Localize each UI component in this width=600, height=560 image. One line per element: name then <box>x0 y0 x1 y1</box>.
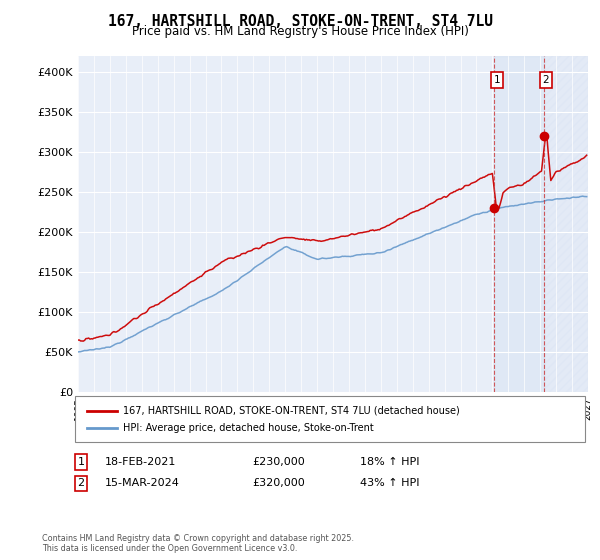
Bar <box>544 56 588 392</box>
Text: 18% ↑ HPI: 18% ↑ HPI <box>360 457 419 467</box>
Text: £320,000: £320,000 <box>252 478 305 488</box>
Text: 1: 1 <box>77 457 85 467</box>
Text: 2: 2 <box>542 75 549 85</box>
Text: Price paid vs. HM Land Registry's House Price Index (HPI): Price paid vs. HM Land Registry's House … <box>131 25 469 38</box>
Text: 1: 1 <box>493 75 500 85</box>
Text: HPI: Average price, detached house, Stoke-on-Trent: HPI: Average price, detached house, Stok… <box>123 423 374 433</box>
Text: 2: 2 <box>77 478 85 488</box>
Text: 18-FEB-2021: 18-FEB-2021 <box>105 457 176 467</box>
Bar <box>494 56 544 392</box>
Text: Contains HM Land Registry data © Crown copyright and database right 2025.
This d: Contains HM Land Registry data © Crown c… <box>42 534 354 553</box>
Text: £230,000: £230,000 <box>252 457 305 467</box>
Text: 43% ↑ HPI: 43% ↑ HPI <box>360 478 419 488</box>
Text: 15-MAR-2024: 15-MAR-2024 <box>105 478 180 488</box>
Text: 167, HARTSHILL ROAD, STOKE-ON-TRENT, ST4 7LU (detached house): 167, HARTSHILL ROAD, STOKE-ON-TRENT, ST4… <box>123 405 460 416</box>
Text: 167, HARTSHILL ROAD, STOKE-ON-TRENT, ST4 7LU: 167, HARTSHILL ROAD, STOKE-ON-TRENT, ST4… <box>107 14 493 29</box>
